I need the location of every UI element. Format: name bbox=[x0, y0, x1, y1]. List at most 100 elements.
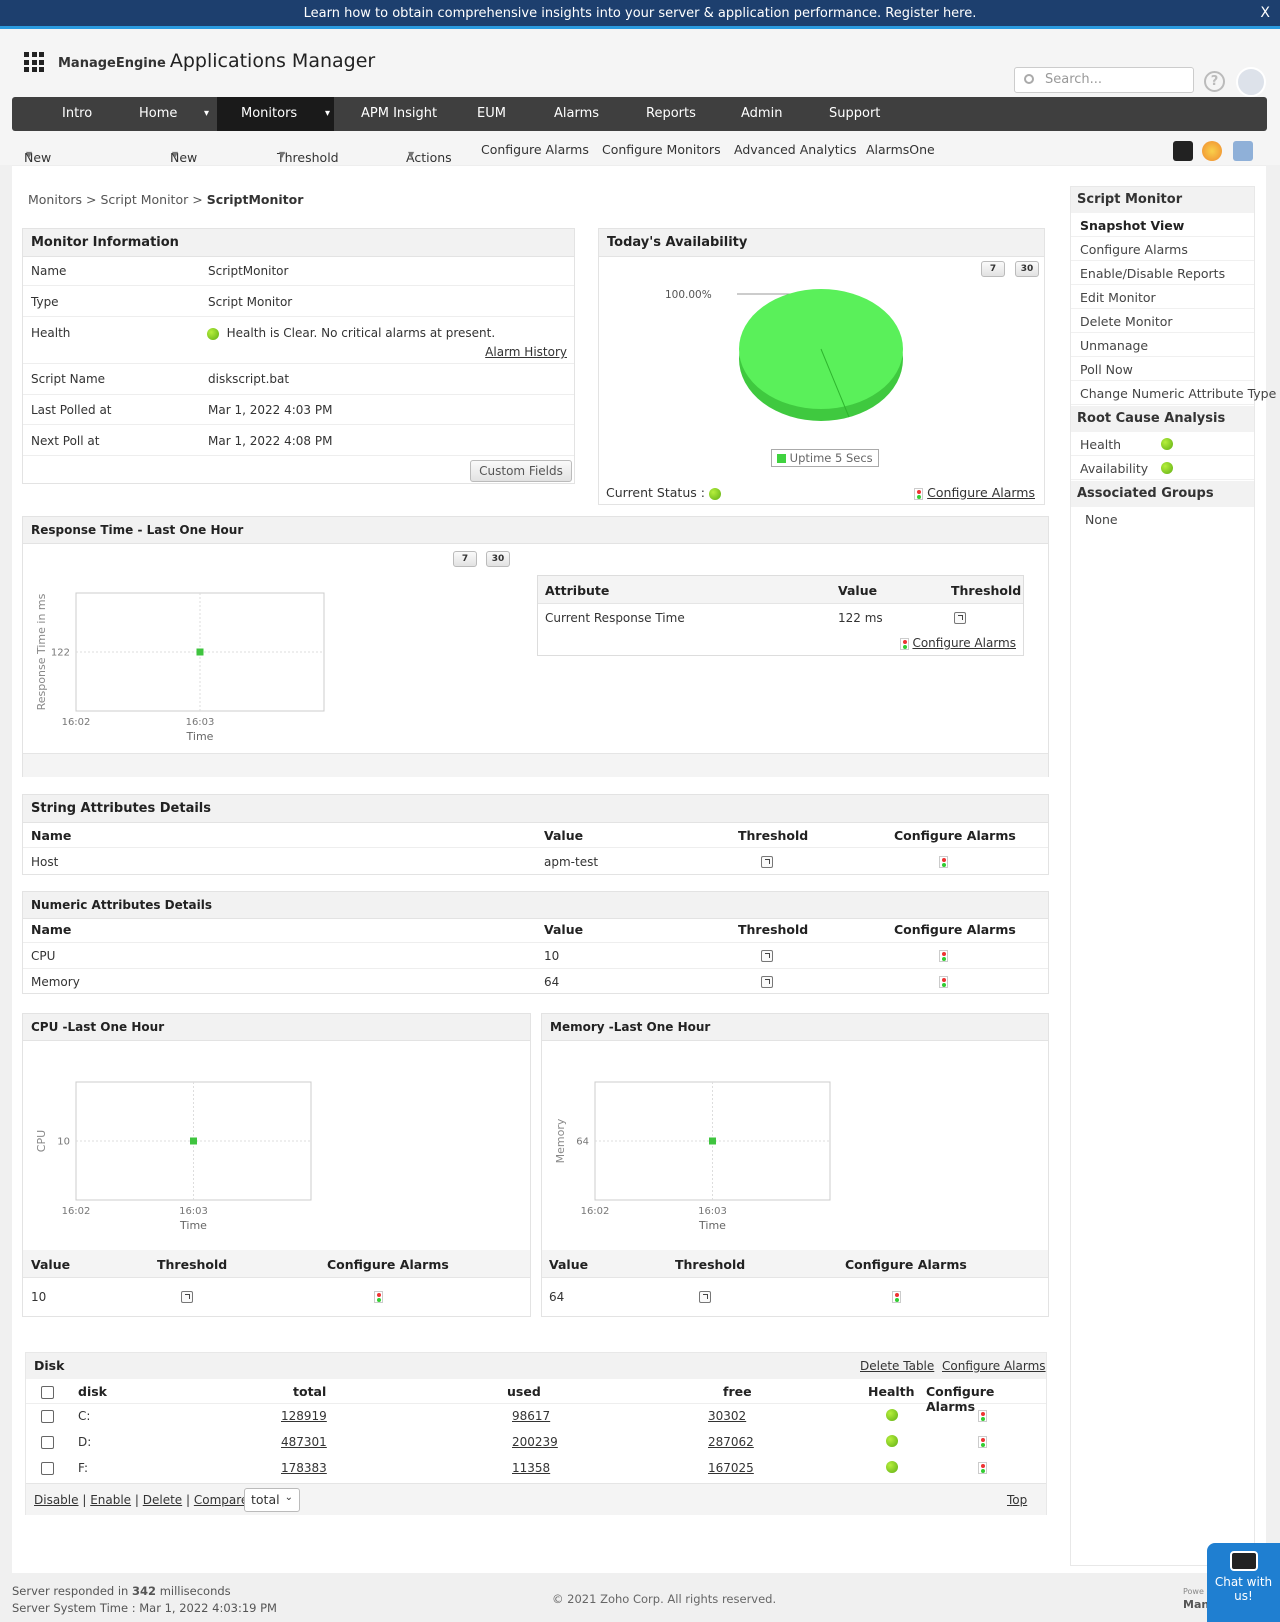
chevron-down-icon[interactable]: ▾ bbox=[204, 108, 210, 119]
disk-free[interactable]: 167025 bbox=[708, 1461, 754, 1475]
disk-configure-alarms-link[interactable]: Configure Alarms bbox=[942, 1359, 1046, 1373]
breadcrumb-monitors[interactable]: Monitors bbox=[28, 192, 83, 207]
traffic-light-icon[interactable] bbox=[374, 1291, 383, 1303]
nav-monitors[interactable]: Monitors ▾ bbox=[217, 97, 334, 131]
response-configure-alarms[interactable]: Configure Alarms bbox=[899, 636, 1016, 650]
disk-total[interactable]: 487301 bbox=[281, 1435, 327, 1449]
x-tick-label: 16:03 bbox=[179, 1206, 208, 1217]
close-banner-button[interactable]: X bbox=[1260, 5, 1270, 21]
compare-link[interactable]: Compare bbox=[193, 1493, 249, 1507]
rca-health[interactable]: Health bbox=[1071, 432, 1254, 456]
apps-grid-icon[interactable] bbox=[24, 52, 44, 72]
threshold-icon[interactable] bbox=[761, 976, 773, 988]
30-day-button[interactable]: 30 bbox=[1015, 261, 1039, 277]
availability-configure-alarms[interactable]: Configure Alarms bbox=[914, 485, 1035, 500]
nav-reports[interactable]: Reports bbox=[646, 106, 696, 121]
traffic-light-icon[interactable] bbox=[978, 1436, 987, 1448]
rca-availability[interactable]: Availability bbox=[1071, 456, 1254, 480]
availability-legend: Uptime 5 Secs bbox=[771, 449, 879, 467]
sidebar-item-change-numeric-attribute-type[interactable]: Change Numeric Attribute Type bbox=[1071, 381, 1276, 405]
help-icon[interactable]: ? bbox=[1204, 71, 1225, 92]
7-day-button[interactable]: 7 bbox=[453, 551, 477, 567]
disk-panel: Disk Delete Table Configure Alarms disk … bbox=[25, 1352, 1047, 1515]
sidebar-item-delete-monitor[interactable]: Delete Monitor bbox=[1071, 309, 1254, 333]
traffic-light-icon[interactable] bbox=[978, 1462, 987, 1474]
app-name: Applications Manager bbox=[169, 50, 376, 72]
custom-fields-button[interactable]: Custom Fields bbox=[470, 460, 572, 482]
select-all-checkbox[interactable] bbox=[41, 1386, 54, 1399]
disk-free[interactable]: 30302 bbox=[708, 1409, 747, 1423]
threshold-icon[interactable] bbox=[181, 1291, 193, 1303]
traffic-light-icon[interactable] bbox=[978, 1410, 987, 1422]
disable-link[interactable]: Disable bbox=[34, 1493, 79, 1507]
nav-intro[interactable]: Intro bbox=[62, 106, 93, 121]
response-time-panel: Response Time - Last One Hour 7 30 16:02… bbox=[22, 516, 1049, 777]
promo-banner[interactable]: Learn how to obtain comprehensive insigh… bbox=[0, 0, 1280, 29]
refresh-icon[interactable] bbox=[1173, 141, 1193, 161]
col-value: Value bbox=[838, 583, 878, 598]
alarmsone-link[interactable]: AlarmsOne bbox=[866, 142, 935, 157]
row-checkbox[interactable] bbox=[41, 1410, 54, 1423]
disk-used[interactable]: 98617 bbox=[512, 1409, 551, 1423]
health-status-icon[interactable] bbox=[886, 1435, 898, 1447]
nav-admin[interactable]: Admin bbox=[741, 106, 783, 121]
configure-alarms-link[interactable]: Configure Alarms bbox=[481, 142, 589, 157]
traffic-light-icon[interactable] bbox=[939, 950, 948, 962]
configure-monitors-link[interactable]: Configure Monitors bbox=[602, 142, 721, 157]
x-axis-label: Time bbox=[179, 1219, 207, 1232]
breadcrumb-script-monitor[interactable]: Script Monitor bbox=[100, 192, 189, 207]
nav-support[interactable]: Support bbox=[829, 106, 881, 121]
nav-eum[interactable]: EUM bbox=[477, 106, 506, 121]
nav-home[interactable]: Home bbox=[139, 106, 178, 121]
y-axis-label: Response Time in ms bbox=[35, 593, 48, 710]
compare-select[interactable]: total ⌄ bbox=[244, 1488, 300, 1512]
sidebar-item-enable-disable-reports[interactable]: Enable/Disable Reports bbox=[1071, 261, 1254, 285]
user-avatar[interactable] bbox=[1236, 67, 1266, 97]
threshold-icon[interactable] bbox=[761, 856, 773, 868]
nav-alarms[interactable]: Alarms bbox=[554, 106, 600, 121]
disk-total[interactable]: 128919 bbox=[281, 1409, 327, 1423]
health-status-icon[interactable] bbox=[886, 1409, 898, 1421]
col-free: free bbox=[723, 1384, 752, 1399]
threshold-icon[interactable] bbox=[761, 950, 773, 962]
memory-current-value: 64 bbox=[549, 1290, 565, 1304]
print-icon[interactable] bbox=[1233, 141, 1253, 161]
sidebar-item-configure-alarms[interactable]: Configure Alarms bbox=[1071, 237, 1254, 261]
sidebar-item-snapshot-view[interactable]: Snapshot View bbox=[1071, 213, 1254, 237]
7-day-button[interactable]: 7 bbox=[981, 261, 1005, 277]
row-checkbox[interactable] bbox=[41, 1462, 54, 1475]
logo[interactable]: ManageEngine Applications Manager bbox=[58, 50, 375, 72]
30-day-button[interactable]: 30 bbox=[486, 551, 510, 567]
disk-used[interactable]: 11358 bbox=[512, 1461, 551, 1475]
enable-link[interactable]: Enable bbox=[90, 1493, 132, 1507]
threshold-icon[interactable] bbox=[954, 612, 966, 624]
brand-name: ManageEngine bbox=[58, 56, 166, 71]
sidebar-item-unmanage[interactable]: Unmanage bbox=[1071, 333, 1254, 357]
traffic-light-icon[interactable] bbox=[892, 1291, 901, 1303]
promo-banner-text[interactable]: Learn how to obtain comprehensive insigh… bbox=[303, 6, 977, 21]
footer-left: Server responded in 342 milliseconds Ser… bbox=[12, 1584, 277, 1615]
disk-free[interactable]: 287062 bbox=[708, 1435, 754, 1449]
nav-apm-insight[interactable]: APM Insight bbox=[361, 106, 438, 121]
sidebar-item-poll-now[interactable]: Poll Now bbox=[1071, 357, 1254, 381]
traffic-light-icon[interactable] bbox=[939, 976, 948, 988]
delete-table-link[interactable]: Delete Table bbox=[860, 1359, 935, 1373]
health-status-icon[interactable] bbox=[886, 1461, 898, 1473]
data-point bbox=[196, 648, 204, 656]
threshold-icon[interactable] bbox=[699, 1291, 711, 1303]
disk-actions-bar: Disable | Enable | Delete | Compare tota… bbox=[26, 1483, 1046, 1515]
traffic-light-icon[interactable] bbox=[939, 856, 948, 868]
row-checkbox[interactable] bbox=[41, 1436, 54, 1449]
memory-panel: Memory -Last One Hour 16:02 16:03 64 Time Me… bbox=[541, 1013, 1049, 1317]
disk-total[interactable]: 178383 bbox=[281, 1461, 327, 1475]
delete-link[interactable]: Delete bbox=[142, 1493, 183, 1507]
top-link[interactable]: Top bbox=[1007, 1493, 1028, 1507]
chat-widget[interactable]: Chat with us! bbox=[1207, 1543, 1280, 1622]
advanced-analytics-link[interactable]: Advanced Analytics bbox=[734, 142, 857, 157]
disk-used[interactable]: 200239 bbox=[512, 1435, 558, 1449]
breadcrumb-current: ScriptMonitor bbox=[206, 192, 304, 207]
sidebar-item-edit-monitor[interactable]: Edit Monitor bbox=[1071, 285, 1254, 309]
search-input[interactable]: Search... bbox=[1014, 67, 1194, 93]
alarm-history-link[interactable]: Alarm History bbox=[485, 345, 567, 359]
report-icon[interactable] bbox=[1202, 141, 1222, 161]
